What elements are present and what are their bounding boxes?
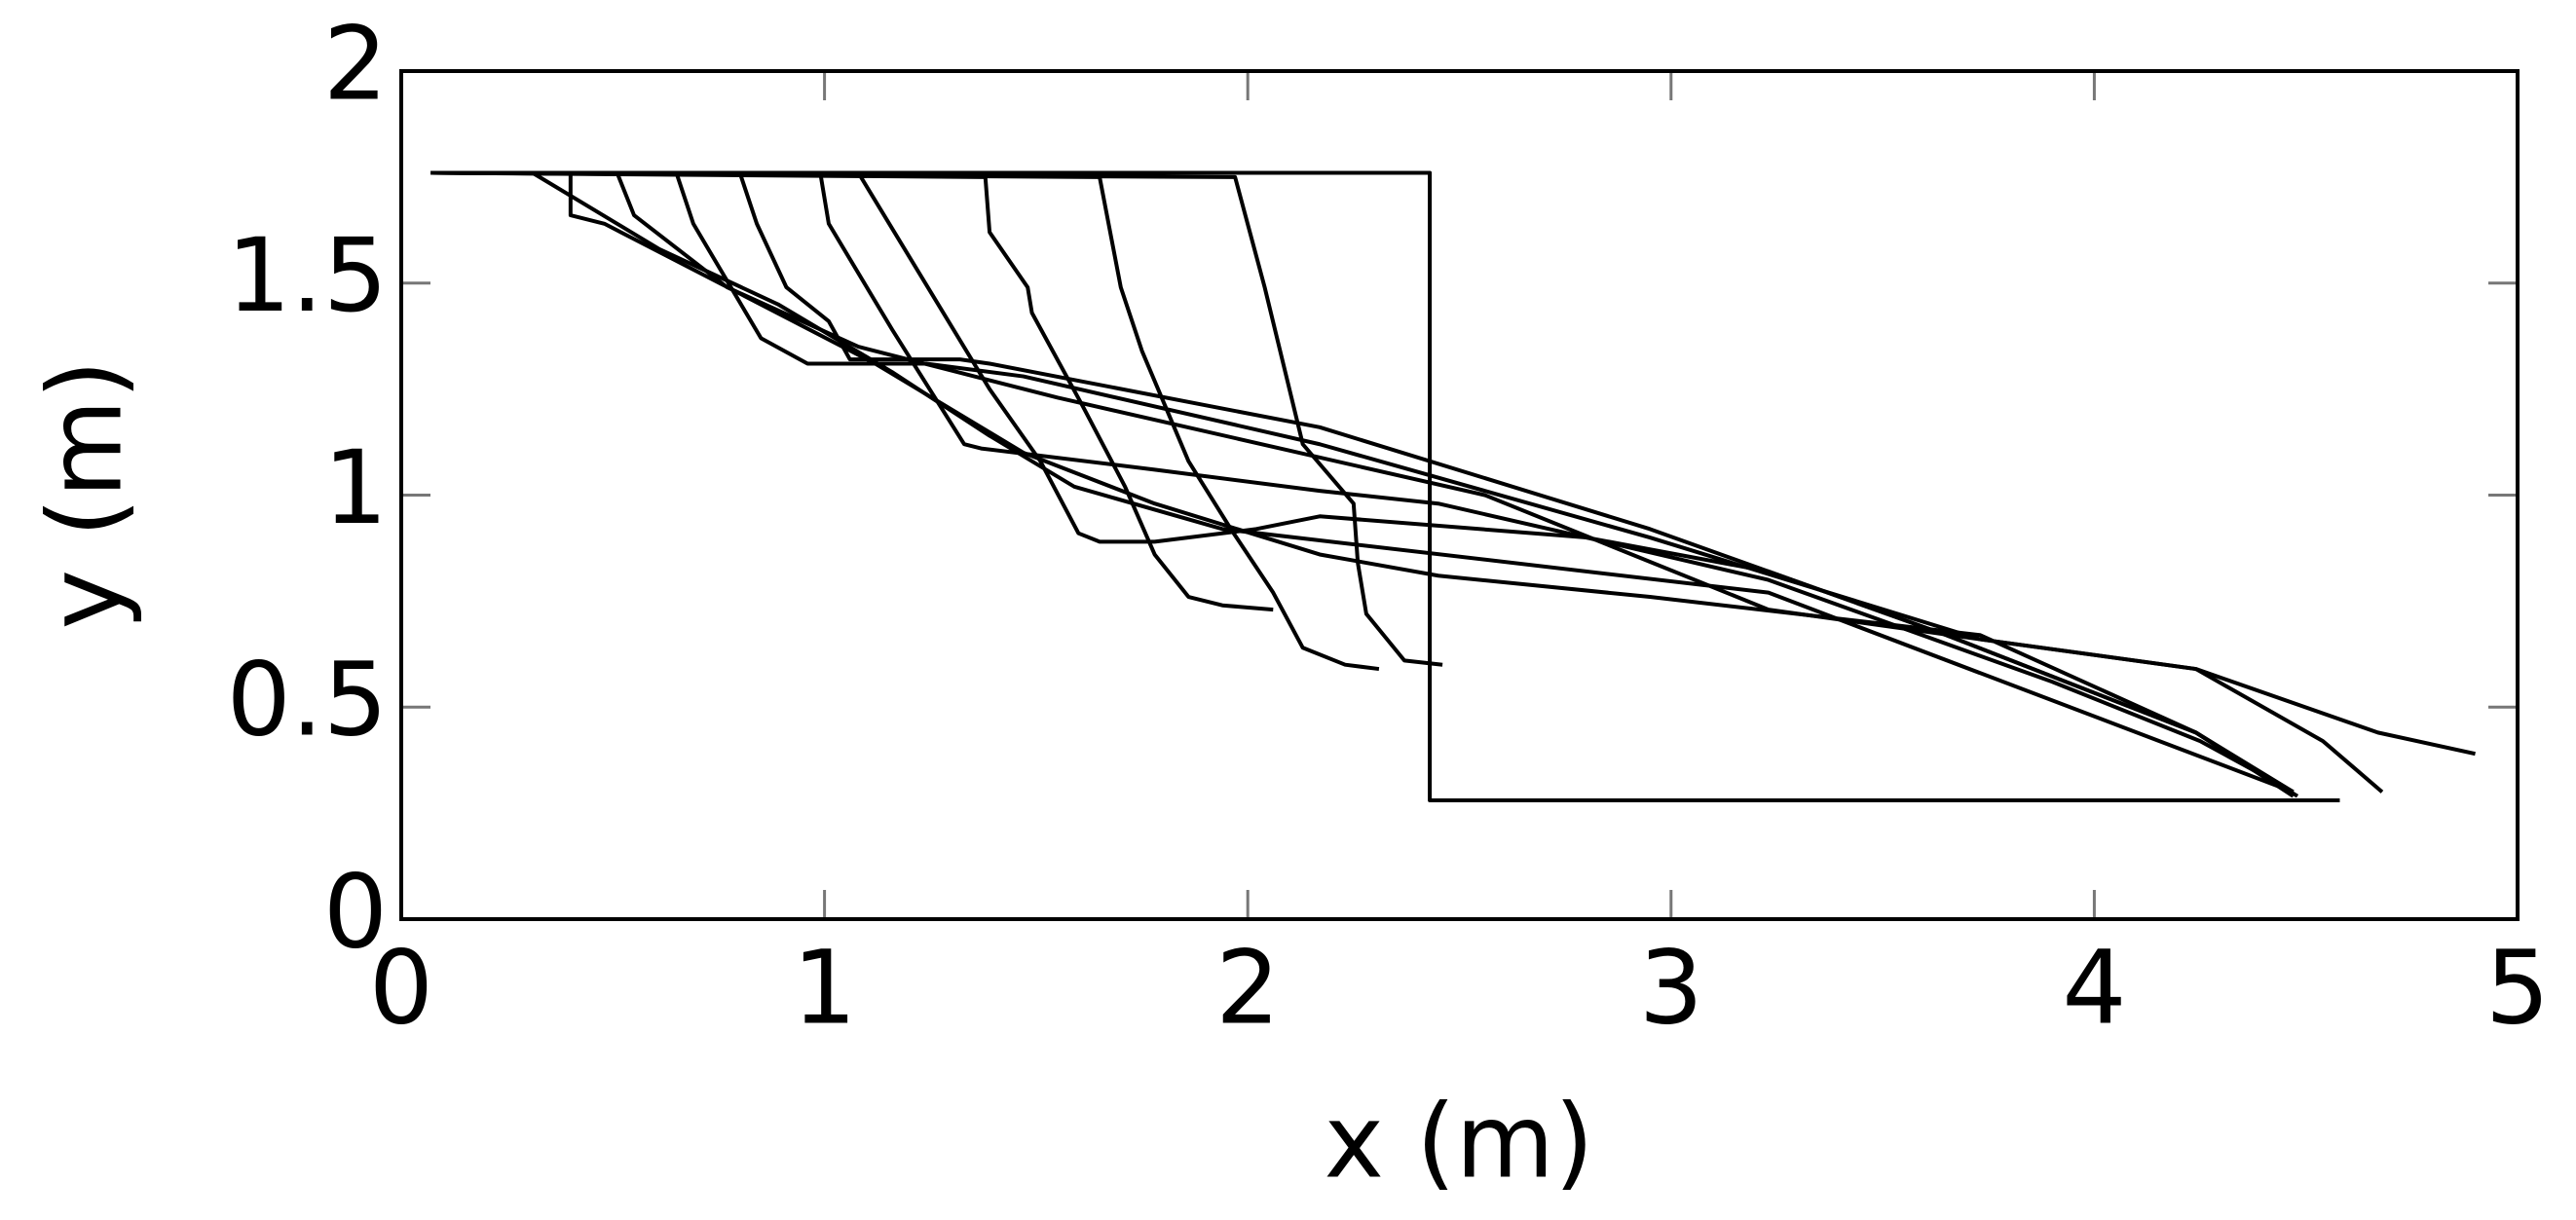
x-tick-label: 4: [2062, 928, 2126, 1047]
profile-line: [430, 170, 1274, 612]
x-tick-label: 1: [793, 928, 857, 1047]
profile-line: [430, 170, 2295, 798]
profile-line: [430, 170, 1380, 672]
profile-line: [430, 170, 2295, 795]
y-axis-label: y (m): [25, 359, 144, 629]
profile-line: [430, 170, 2299, 798]
profile-line: [430, 170, 2476, 757]
plot-frame: [399, 69, 2520, 921]
x-axis-label: x (m): [1324, 1082, 1593, 1201]
y-tick-label: 1: [323, 428, 388, 547]
profile-line: [430, 170, 2340, 803]
y-tick-label: 2: [323, 4, 388, 123]
x-tick-label: 5: [2485, 928, 2550, 1047]
profile-line: [430, 170, 2295, 795]
profile-line: [430, 170, 1443, 667]
x-tick-label: 0: [369, 928, 433, 1047]
y-tick-label: 1.5: [227, 216, 388, 335]
y-tick-label: 0: [323, 852, 388, 971]
profile-line: [430, 170, 2295, 795]
x-tick-label: 3: [1639, 928, 1703, 1047]
profile-line: [430, 170, 2384, 794]
y-tick-label: 0.5: [227, 641, 388, 759]
x-tick-label: 2: [1215, 928, 1280, 1047]
